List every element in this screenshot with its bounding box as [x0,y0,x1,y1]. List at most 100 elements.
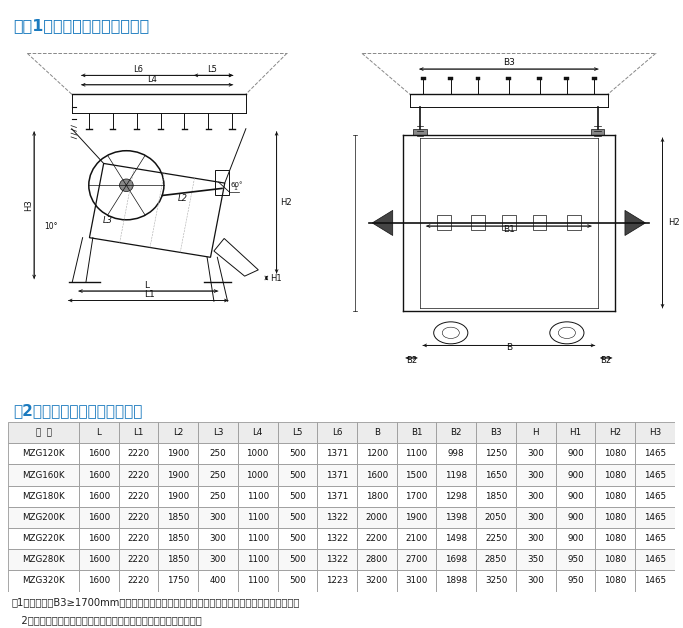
Text: H1: H1 [570,428,581,437]
FancyBboxPatch shape [556,507,596,528]
Bar [502,215,516,230]
FancyBboxPatch shape [436,485,476,507]
FancyBboxPatch shape [198,422,238,443]
Text: 1850: 1850 [167,513,189,522]
Text: 1650: 1650 [485,470,507,480]
Text: 500: 500 [289,555,306,565]
FancyBboxPatch shape [516,507,556,528]
Text: 1080: 1080 [604,492,626,501]
FancyBboxPatch shape [238,570,277,592]
FancyBboxPatch shape [476,570,516,592]
Text: 1198: 1198 [445,470,467,480]
Text: L1: L1 [133,428,143,437]
FancyBboxPatch shape [277,422,318,443]
Text: 1898: 1898 [445,577,467,585]
Text: 1322: 1322 [326,513,348,522]
Text: 1465: 1465 [644,470,666,480]
FancyBboxPatch shape [516,528,556,549]
Text: 300: 300 [527,449,544,458]
Text: 500: 500 [289,492,306,501]
FancyBboxPatch shape [357,570,397,592]
Text: 1465: 1465 [644,449,666,458]
Text: 1080: 1080 [604,449,626,458]
FancyBboxPatch shape [79,422,119,443]
FancyBboxPatch shape [198,528,238,549]
Text: 950: 950 [567,577,584,585]
FancyBboxPatch shape [198,443,238,465]
Text: 300: 300 [527,492,544,501]
Polygon shape [372,210,393,236]
FancyBboxPatch shape [158,465,198,485]
FancyBboxPatch shape [238,549,277,570]
Text: 1900: 1900 [167,449,189,458]
FancyBboxPatch shape [238,507,277,528]
Text: H3: H3 [24,199,33,211]
FancyBboxPatch shape [476,465,516,485]
Text: 1698: 1698 [445,555,467,565]
Text: H2: H2 [668,219,680,227]
FancyBboxPatch shape [635,570,675,592]
FancyBboxPatch shape [198,507,238,528]
FancyBboxPatch shape [397,485,436,507]
Text: 950: 950 [567,555,584,565]
FancyBboxPatch shape [79,570,119,592]
Text: 1800: 1800 [365,492,388,501]
Text: 500: 500 [289,513,306,522]
FancyBboxPatch shape [397,570,436,592]
Text: 1080: 1080 [604,470,626,480]
FancyBboxPatch shape [277,485,318,507]
FancyBboxPatch shape [397,465,436,485]
Text: 300: 300 [527,534,544,543]
Text: 1000: 1000 [247,449,269,458]
FancyBboxPatch shape [198,549,238,570]
FancyBboxPatch shape [79,485,119,507]
Text: 1298: 1298 [445,492,467,501]
Text: L1: L1 [145,290,155,300]
FancyBboxPatch shape [318,507,357,528]
FancyBboxPatch shape [8,528,79,549]
FancyBboxPatch shape [476,507,516,528]
FancyBboxPatch shape [158,570,198,592]
Text: L: L [96,428,101,437]
FancyBboxPatch shape [357,507,397,528]
FancyBboxPatch shape [635,549,675,570]
FancyBboxPatch shape [635,422,675,443]
Text: MZG160K: MZG160K [23,470,65,480]
FancyBboxPatch shape [8,443,79,465]
FancyBboxPatch shape [357,465,397,485]
Text: 1322: 1322 [326,555,348,565]
FancyBboxPatch shape [198,465,238,485]
Text: L4: L4 [253,428,263,437]
FancyBboxPatch shape [119,570,158,592]
FancyBboxPatch shape [277,528,318,549]
FancyBboxPatch shape [357,422,397,443]
FancyBboxPatch shape [318,549,357,570]
FancyBboxPatch shape [8,570,79,592]
FancyBboxPatch shape [397,443,436,465]
Text: 500: 500 [289,577,306,585]
FancyBboxPatch shape [556,443,596,465]
FancyBboxPatch shape [119,528,158,549]
Text: 1600: 1600 [87,492,110,501]
Text: 1080: 1080 [604,555,626,565]
FancyBboxPatch shape [397,528,436,549]
FancyBboxPatch shape [277,465,318,485]
FancyBboxPatch shape [318,443,357,465]
Text: 300: 300 [210,555,226,565]
Text: 900: 900 [567,513,584,522]
Text: L: L [144,281,149,290]
Text: 2800: 2800 [365,555,388,565]
FancyBboxPatch shape [476,528,516,549]
FancyBboxPatch shape [476,443,516,465]
Text: 1100: 1100 [247,534,269,543]
Text: MZG120K: MZG120K [23,449,65,458]
Text: H2: H2 [609,428,622,437]
FancyBboxPatch shape [79,549,119,570]
Text: B: B [374,428,380,437]
Text: 300: 300 [210,513,226,522]
Text: 1100: 1100 [406,449,428,458]
Text: 1700: 1700 [406,492,428,501]
Text: B1: B1 [411,428,422,437]
Text: 900: 900 [567,470,584,480]
FancyBboxPatch shape [158,443,198,465]
